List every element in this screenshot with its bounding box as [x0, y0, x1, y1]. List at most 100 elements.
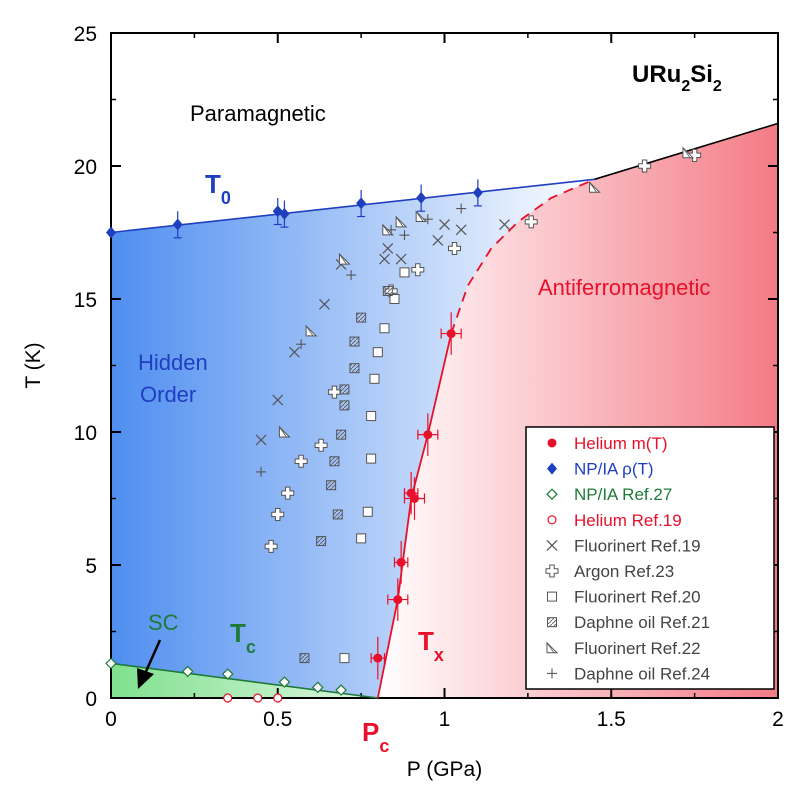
- fluorinert-ref-20-point: [366, 411, 377, 422]
- hidden-order-region: [111, 179, 595, 699]
- hidden-order-label-2: Order: [140, 382, 196, 407]
- legend-item-np-ia-t: NP/IA ρ(T): [547, 460, 654, 479]
- legend-label: Daphne oil Ref.21: [574, 613, 710, 632]
- legend-marker: [547, 462, 557, 475]
- marker-shape: [546, 488, 558, 501]
- marker-stroke: [279, 426, 287, 438]
- marker-shape: [682, 146, 695, 159]
- marker-shape: [278, 425, 291, 438]
- legend: Helium m(T) NP/IA ρ(T) NP/IA Ref.27 Helium …: [525, 426, 775, 690]
- marker-shape: [547, 617, 557, 628]
- data-points: [105, 146, 702, 703]
- fluorinert-ref-20-point: [372, 347, 383, 358]
- marker-shape: [327, 385, 341, 399]
- marker-stroke: [272, 394, 284, 406]
- legend-item-helium-ref-19: Helium Ref.19: [547, 511, 682, 530]
- helium-ref-19-point: [223, 693, 233, 703]
- marker-stroke: [395, 216, 404, 228]
- legend-label: Fluorinert Ref.19: [574, 536, 701, 555]
- marker-shape: [373, 653, 383, 663]
- fluorinert-ref-19-point: [395, 253, 407, 265]
- fluorinert-ref-19-point: [439, 219, 450, 230]
- marker-shape: [335, 684, 347, 696]
- legend-label: Argon Ref.23: [574, 562, 674, 581]
- marker-shape: [411, 263, 425, 277]
- x-tick-label: 0: [105, 708, 117, 731]
- argon-ref-23-point: [638, 159, 652, 173]
- y-axis-label: T (K): [22, 342, 45, 388]
- fluorinert-ref-19-point: [379, 253, 390, 265]
- marker-shape: [395, 215, 408, 228]
- y-tick-label: 5: [85, 555, 97, 578]
- daphne-oil-ref-21-point: [339, 400, 350, 411]
- argon-ref-23-point: [264, 539, 278, 553]
- marker-shape: [279, 207, 290, 220]
- fluorinert-ref-22-point: [395, 215, 408, 228]
- marker-stroke: [439, 219, 450, 230]
- fluorinert-ref-19-point: [455, 224, 467, 236]
- marker-shape: [299, 653, 310, 664]
- fluorinert-ref-22-point: [682, 146, 695, 159]
- y-tick-label: 25: [74, 23, 97, 46]
- argon-ref-23-point: [411, 263, 425, 277]
- fluorinert-ref-19-point: [432, 235, 444, 246]
- fluorinert-ref-22-point: [305, 324, 318, 337]
- fluorinert-ref-20-point: [399, 267, 410, 278]
- daphne-oil-ref-24-point: [386, 224, 397, 235]
- daphne-oil-ref-21-point: [349, 363, 360, 374]
- np-ia-t-point: [106, 226, 116, 239]
- marker-shape: [547, 462, 557, 475]
- marker-shape: [316, 536, 327, 547]
- fluorinert-ref-20-point: [339, 653, 350, 664]
- marker-shape: [332, 509, 343, 520]
- fluorinert-ref-20-point: [356, 533, 367, 544]
- marker-shape: [356, 197, 367, 210]
- daphne-oil-ref-24-point: [346, 270, 357, 281]
- pc-label: Pc: [362, 717, 389, 756]
- helium-m-t-point: [393, 595, 403, 605]
- daphne-oil-ref-21-point: [339, 384, 350, 395]
- sc-label: SC: [148, 610, 179, 635]
- legend-marker: [546, 641, 559, 654]
- fluorinert-ref-19-point: [319, 298, 330, 310]
- np-ia-ref-27-point: [278, 676, 291, 688]
- marker-stroke: [546, 642, 555, 654]
- fluorinert-ref-19-point: [255, 434, 267, 446]
- argon-ref-23-point: [524, 215, 538, 229]
- marker-shape: [382, 286, 393, 297]
- marker-shape: [546, 641, 559, 654]
- marker-shape: [366, 453, 377, 464]
- marker-shape: [356, 312, 367, 323]
- fluorinert-ref-20-point: [366, 453, 377, 464]
- daphne-oil-ref-24-point: [422, 214, 433, 225]
- paramagnetic-label: Paramagnetic: [190, 101, 326, 126]
- daphne-oil-ref-24-point: [399, 230, 410, 241]
- legend-label: Fluorinert Ref.20: [574, 588, 701, 607]
- marker-shape: [399, 267, 410, 278]
- marker-shape: [393, 595, 403, 605]
- fluorinert-ref-19-point: [289, 346, 300, 358]
- np-ia-t-point: [172, 218, 183, 231]
- legend-item-fluorinert-ref-20: Fluorinert Ref.20: [547, 588, 701, 607]
- fluorinert-ref-20-point: [362, 506, 373, 517]
- np-ia-ref-27-point: [311, 681, 324, 694]
- helium-m-t-point: [446, 329, 456, 339]
- marker-shape: [423, 430, 433, 440]
- legend-label: Helium m(T): [574, 434, 668, 453]
- marker-shape: [326, 480, 337, 491]
- y-tick-label: 20: [74, 156, 97, 179]
- helium-m-t-point: [396, 557, 406, 567]
- tx-label: Tx: [418, 626, 444, 665]
- marker-shape: [221, 668, 234, 680]
- daphne-oil-ref-21-point: [326, 480, 337, 491]
- marker-stroke: [455, 224, 467, 236]
- daphne-oil-ref-21-point: [332, 509, 343, 520]
- marker-shape: [446, 329, 456, 339]
- marker-shape: [264, 539, 278, 553]
- legend-item-np-ia-ref-27: NP/IA Ref.27: [546, 485, 672, 504]
- daphne-oil-ref-24-point: [456, 203, 467, 214]
- np-ia-t-point: [472, 186, 483, 199]
- np-ia-ref-27-point: [221, 668, 234, 680]
- marker-shape: [362, 506, 373, 517]
